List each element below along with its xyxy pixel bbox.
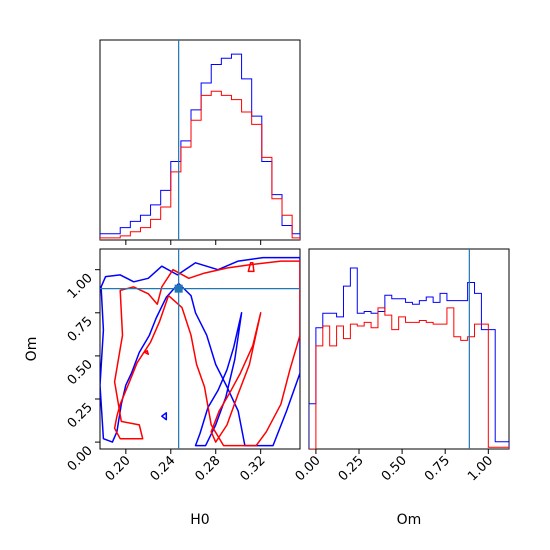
truth-marker xyxy=(174,284,183,293)
om-histogram-series-1 xyxy=(309,307,509,449)
om-y-tick-label: 0.75 xyxy=(65,314,96,345)
om-histogram-series-0 xyxy=(309,267,509,449)
contour-series-1-0 xyxy=(113,260,300,447)
y-axis-label-om: Om xyxy=(24,337,40,362)
om-x-tick-label: 0.75 xyxy=(422,453,453,484)
x-axis-label-h0: H0 xyxy=(190,512,209,528)
om-x-tick-label: 1.00 xyxy=(465,453,496,484)
om-histogram-frame xyxy=(308,248,510,450)
om-x-tick-label: 0.50 xyxy=(379,453,410,484)
h0-histogram-series-0 xyxy=(100,53,300,240)
h0-om-contour-panel xyxy=(99,248,301,450)
contour-series-0-0 xyxy=(100,256,300,447)
om-histogram-panel xyxy=(308,248,510,450)
om-y-tick-label: 0.00 xyxy=(65,443,96,474)
tick-layer: 0.20 0.24 0.28 0.32 0.00 0.25 0.50 0.75 1.00 0.00… xyxy=(65,240,496,484)
h0-x-tick-label: 0.20 xyxy=(103,453,134,484)
contour-series-1-2 xyxy=(247,262,255,273)
h0-x-tick-label: 0.24 xyxy=(148,453,179,484)
om-y-tick-label: 1.00 xyxy=(65,271,96,302)
contour-series-1-1 xyxy=(210,312,262,443)
h0-histogram-frame xyxy=(99,39,301,241)
om-y-tick-label: 0.50 xyxy=(65,357,96,388)
h0-histogram-panel xyxy=(99,39,301,241)
h0-histogram-series-1 xyxy=(100,90,300,240)
contour-series-0-2 xyxy=(161,412,168,421)
contour-frame xyxy=(99,248,301,450)
h0-x-tick-label: 0.32 xyxy=(237,453,268,484)
om-x-tick-label: 0.25 xyxy=(336,453,367,484)
x-axis-label-om: Om xyxy=(397,512,422,528)
om-y-tick-label: 0.25 xyxy=(65,400,96,431)
h0-x-tick-label: 0.28 xyxy=(192,453,223,484)
om-x-tick-label: 0.00 xyxy=(293,453,324,484)
contour-series-1-3 xyxy=(144,349,150,355)
contour-series-0-1 xyxy=(194,312,243,447)
